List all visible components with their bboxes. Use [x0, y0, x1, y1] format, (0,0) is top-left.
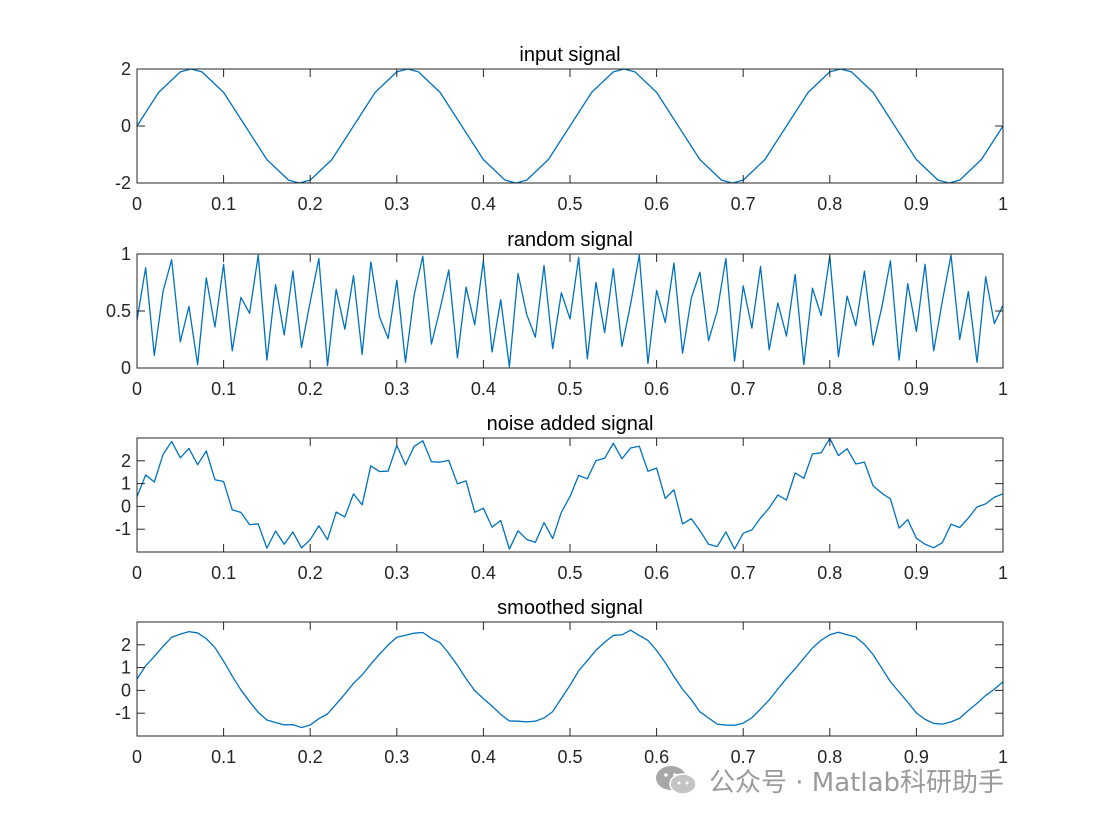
y-tick-label: 2: [121, 59, 131, 79]
y-tick-label: 2: [121, 451, 131, 471]
y-tick-label: -1: [115, 519, 131, 539]
y-tick-label: 0.5: [106, 301, 131, 321]
x-tick-label: 0.5: [557, 747, 582, 767]
y-tick-label: 0: [121, 358, 131, 378]
x-tick-label: 0.3: [384, 747, 409, 767]
x-tick-label: 1: [998, 563, 1008, 583]
x-tick-label: 0.1: [211, 379, 236, 399]
subplot-1: input signal 0 0.1 0.2 0.3 0.4 0.5 0.6 0.7 0.8 0.9…: [115, 44, 1008, 214]
x-tick-label: 0: [132, 747, 142, 767]
y-tick-label: 1: [121, 244, 131, 264]
x-tick-label: 0.1: [211, 563, 236, 583]
x-tick-label: 0.8: [817, 563, 842, 583]
y-tick-label: 0: [121, 116, 131, 136]
x-tick-label: 0.2: [298, 563, 323, 583]
y-tick-label: -2: [115, 173, 131, 193]
x-tick-label: 0: [132, 563, 142, 583]
x-tick-label: 1: [998, 747, 1008, 767]
x-tick-label: 0.7: [731, 379, 756, 399]
x-tick-label: 0.4: [471, 563, 496, 583]
subplot-1-series-line: [137, 69, 1003, 183]
wechat-icon: [656, 766, 697, 795]
x-tick-label: 0.8: [817, 379, 842, 399]
x-tick-label: 0.2: [298, 747, 323, 767]
x-tick-label: 0.9: [904, 747, 929, 767]
x-tick-label: 0.5: [557, 194, 582, 214]
x-tick-label: 0.3: [384, 194, 409, 214]
x-tick-label: 0.2: [298, 379, 323, 399]
y-tick-label: 0: [121, 680, 131, 700]
x-tick-label: 0.5: [557, 379, 582, 399]
y-tick-label: 0: [121, 496, 131, 516]
x-tick-label: 1: [998, 194, 1008, 214]
x-tick-label: 0: [132, 194, 142, 214]
subplot-3-series-line: [137, 438, 1003, 550]
x-tick-label: 0.4: [471, 379, 496, 399]
subplot-4-series-line: [137, 629, 1003, 729]
x-tick-label: 0.7: [731, 563, 756, 583]
x-tick-label: 0.6: [644, 194, 669, 214]
x-tick-label: 0.9: [904, 379, 929, 399]
y-tick-label: 2: [121, 635, 131, 655]
x-tick-label: 0: [132, 379, 142, 399]
x-tick-label: 0.9: [904, 194, 929, 214]
x-tick-label: 0.5: [557, 563, 582, 583]
watermark-text: 公众号 · Matlab科研助手: [709, 767, 1005, 798]
x-tick-label: 0.7: [731, 747, 756, 767]
subplot-2-title: random signal: [507, 229, 633, 251]
x-tick-label: 0.1: [211, 194, 236, 214]
x-tick-label: 0.4: [471, 747, 496, 767]
x-tick-label: 0.9: [904, 563, 929, 583]
subplot-3-title: noise added signal: [487, 413, 654, 435]
x-tick-label: 0.6: [644, 563, 669, 583]
watermark: 公众号 · Matlab科研助手: [653, 760, 1004, 800]
subplot-4-axes-box: [136, 621, 1004, 737]
x-tick-label: 0.2: [298, 194, 323, 214]
x-tick-label: 0.6: [644, 379, 669, 399]
x-tick-label: 1: [998, 379, 1008, 399]
x-tick-label: 0.8: [817, 747, 842, 767]
subplot-2: random signal 0 0.1 0.2 0.3 0.4 0.5 0.6 0.7 0.8 0.…: [106, 229, 1008, 399]
x-tick-label: 0.6: [644, 747, 669, 767]
x-tick-label: 0.8: [817, 194, 842, 214]
subplot-4: smoothed signal 0 0.1 0.2 0.3 0.4 0.5 0.6 0.7 0.8…: [115, 597, 1008, 767]
y-tick-label: -1: [115, 703, 131, 723]
x-tick-label: 0.4: [471, 194, 496, 214]
x-tick-label: 0.7: [731, 194, 756, 214]
subplot-1-title: input signal: [519, 44, 620, 66]
x-tick-label: 0.3: [384, 563, 409, 583]
subplot-3: noise added signal 0 0.1 0.2 0.3 0.4 0.5 0.6 0.7…: [115, 413, 1008, 583]
x-tick-label: 0.1: [211, 747, 236, 767]
subplot-4-title: smoothed signal: [497, 597, 643, 619]
subplot-2-axes-box: [136, 253, 1004, 369]
x-tick-label: 0.3: [384, 379, 409, 399]
y-tick-label: 1: [121, 658, 131, 678]
y-tick-label: 1: [121, 474, 131, 494]
subplot-2-series-line: [137, 254, 1003, 368]
